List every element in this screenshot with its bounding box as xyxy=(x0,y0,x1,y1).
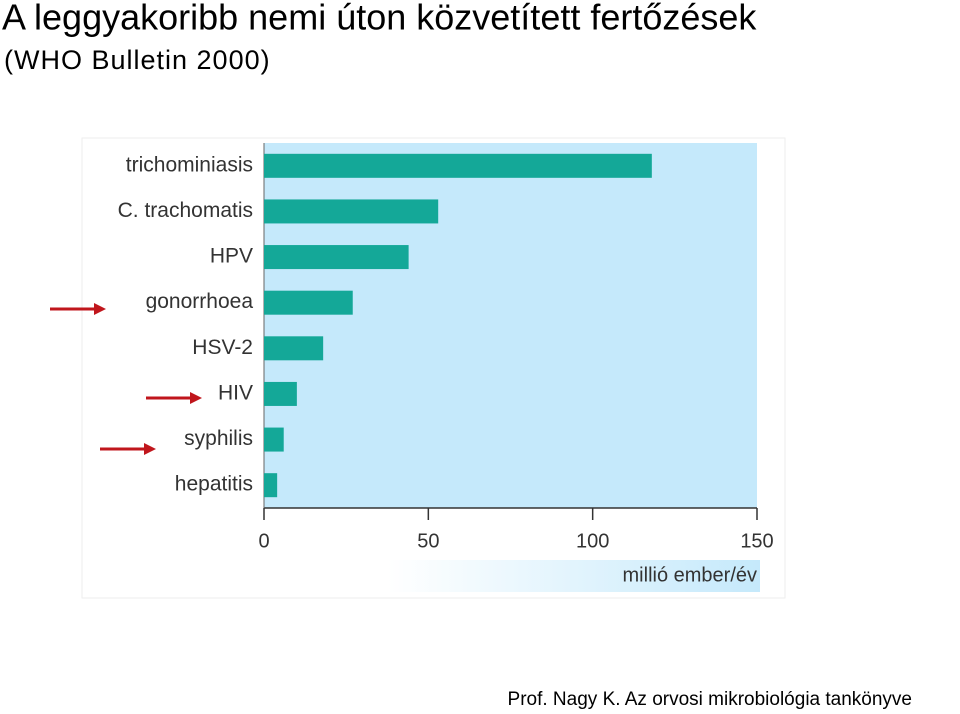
y-tick-label: trichominiasis xyxy=(126,153,253,176)
bar xyxy=(264,245,409,270)
x-tick-label: 150 xyxy=(740,530,773,552)
y-tick-label: HPV xyxy=(210,245,253,268)
arrow-head xyxy=(94,303,106,315)
x-axis-label: millió ember/év xyxy=(623,564,757,586)
y-tick-label: HSV-2 xyxy=(192,336,253,359)
plot-area xyxy=(264,143,757,508)
arrow-head xyxy=(144,443,156,455)
y-tick-label: HIV xyxy=(218,381,253,404)
x-label-band xyxy=(388,560,760,592)
slide-title: A leggyakoribb nemi úton közvetített fer… xyxy=(2,0,757,38)
bar xyxy=(264,336,324,361)
x-tick-label: 0 xyxy=(258,530,269,552)
arrows xyxy=(50,303,202,455)
y-tick-label: hepatitis xyxy=(175,473,253,496)
slide-subtitle: (WHO Bulletin 2000) xyxy=(4,45,271,75)
y-tick-label: syphilis xyxy=(184,427,253,450)
bar xyxy=(264,153,652,178)
bar xyxy=(264,199,439,224)
x-tick-label: 50 xyxy=(417,530,439,552)
x-tick-label: 100 xyxy=(576,530,609,552)
arrow-head xyxy=(190,392,202,404)
y-tick-label: gonorrhoea xyxy=(146,290,254,313)
bar xyxy=(264,290,353,315)
y-tick-label: C. trachomatis xyxy=(118,199,253,222)
bar xyxy=(264,381,297,406)
source-note: Prof. Nagy K. Az orvosi mikrobiológia ta… xyxy=(508,689,912,710)
bar xyxy=(264,427,284,452)
bar xyxy=(264,473,278,498)
